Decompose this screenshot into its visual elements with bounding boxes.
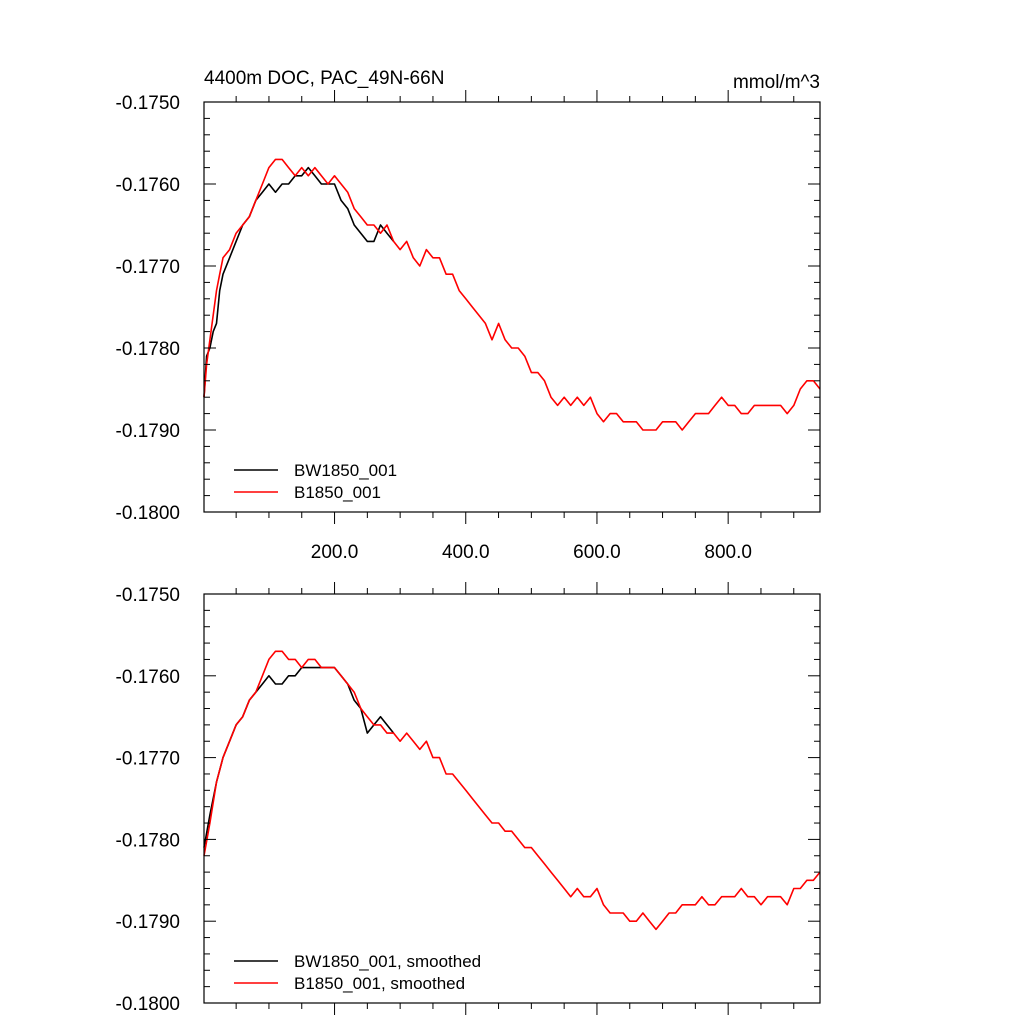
bottom-ytick-label: -0.1770 xyxy=(116,749,180,770)
bottom-ytick-label: -0.1800 xyxy=(116,994,180,1015)
bottom-panel-legend: BW1850_001, smoothed B1850_001, smoothed xyxy=(234,952,481,993)
legend-label-bw1850-smoothed: BW1850_001, smoothed xyxy=(294,952,481,971)
bottom-ytick-label: -0.1780 xyxy=(116,830,180,851)
top-xtick-label: 200.0 xyxy=(311,542,359,563)
bottom-ytick-label: -0.1790 xyxy=(116,912,180,933)
legend-label-b1850-smoothed: B1850_001, smoothed xyxy=(294,974,465,993)
top-ytick-label: -0.1790 xyxy=(116,421,180,442)
bottom-plot-frame xyxy=(203,593,821,1004)
legend-label-b1850: B1850_001 xyxy=(294,483,381,502)
top-ytick-label: -0.1770 xyxy=(116,257,180,278)
top-plot-frame xyxy=(203,101,821,513)
top-panel-axes: -0.1800 -0.1790 -0.1780 -0.1770 -0.1760 -0.17… xyxy=(116,90,821,563)
top-panel-title: 4400m DOC, PAC_49N-66N xyxy=(204,68,444,89)
top-series-line-1 xyxy=(203,158,821,431)
bottom-series-line-1 xyxy=(203,650,821,931)
bottom-ytick-label: -0.1750 xyxy=(116,585,180,606)
top-ytick-label: -0.1780 xyxy=(116,339,180,360)
top-panel-legend: BW1850_001 B1850_001 xyxy=(234,461,397,502)
top-xtick-label: 800.0 xyxy=(704,542,752,563)
top-panel-series-lines xyxy=(203,158,821,431)
top-ytick-label: -0.1800 xyxy=(116,503,180,524)
bottom-panel: -0.1800 -0.1790 -0.1780 -0.1770 -0.1760 -0.17… xyxy=(116,582,821,1015)
top-ytick-label: -0.1750 xyxy=(116,93,180,114)
bottom-ytick-label: -0.1760 xyxy=(116,667,180,688)
top-ytick-label: -0.1760 xyxy=(116,175,180,196)
bottom-panel-series-lines xyxy=(203,650,821,931)
top-panel: 4400m DOC, PAC_49N-66N mmol/m^3 -0.1800-… xyxy=(116,68,821,563)
bottom-panel-axes: -0.1800 -0.1790 -0.1780 -0.1770 -0.1760 -0.17… xyxy=(116,582,821,1015)
top-xtick-label: 400.0 xyxy=(442,542,490,563)
legend-label-bw1850: BW1850_001 xyxy=(294,461,397,480)
top-series-line-0 xyxy=(203,166,395,398)
top-xtick-label: 600.0 xyxy=(573,542,621,563)
top-panel-units: mmol/m^3 xyxy=(733,72,820,93)
